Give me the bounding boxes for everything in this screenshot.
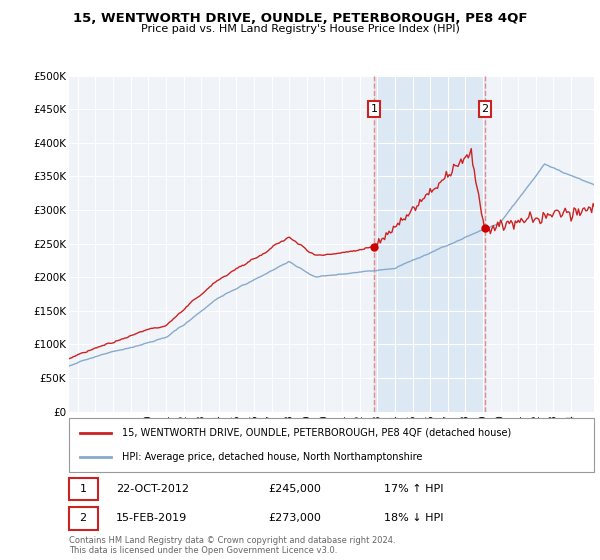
Text: 15-FEB-2019: 15-FEB-2019	[116, 514, 187, 524]
Text: HPI: Average price, detached house, North Northamptonshire: HPI: Average price, detached house, Nort…	[121, 452, 422, 462]
Text: 17% ↑ HPI: 17% ↑ HPI	[384, 484, 443, 494]
Text: 1: 1	[370, 104, 377, 114]
Text: £245,000: £245,000	[269, 484, 322, 494]
FancyBboxPatch shape	[69, 478, 98, 500]
Text: Price paid vs. HM Land Registry's House Price Index (HPI): Price paid vs. HM Land Registry's House …	[140, 24, 460, 34]
Text: 1: 1	[80, 484, 86, 494]
FancyBboxPatch shape	[69, 418, 594, 472]
Text: 22-OCT-2012: 22-OCT-2012	[116, 484, 189, 494]
Text: 2: 2	[482, 104, 488, 114]
Text: £273,000: £273,000	[269, 514, 322, 524]
Bar	[374, 76, 485, 412]
Text: 15, WENTWORTH DRIVE, OUNDLE, PETERBOROUGH, PE8 4QF (detached house): 15, WENTWORTH DRIVE, OUNDLE, PETERBOROUG…	[121, 428, 511, 438]
Text: 2: 2	[80, 514, 87, 524]
FancyBboxPatch shape	[69, 507, 98, 530]
Text: 18% ↓ HPI: 18% ↓ HPI	[384, 514, 443, 524]
Text: 15, WENTWORTH DRIVE, OUNDLE, PETERBOROUGH, PE8 4QF: 15, WENTWORTH DRIVE, OUNDLE, PETERBOROUG…	[73, 12, 527, 25]
Text: Contains HM Land Registry data © Crown copyright and database right 2024.
This d: Contains HM Land Registry data © Crown c…	[69, 536, 395, 556]
